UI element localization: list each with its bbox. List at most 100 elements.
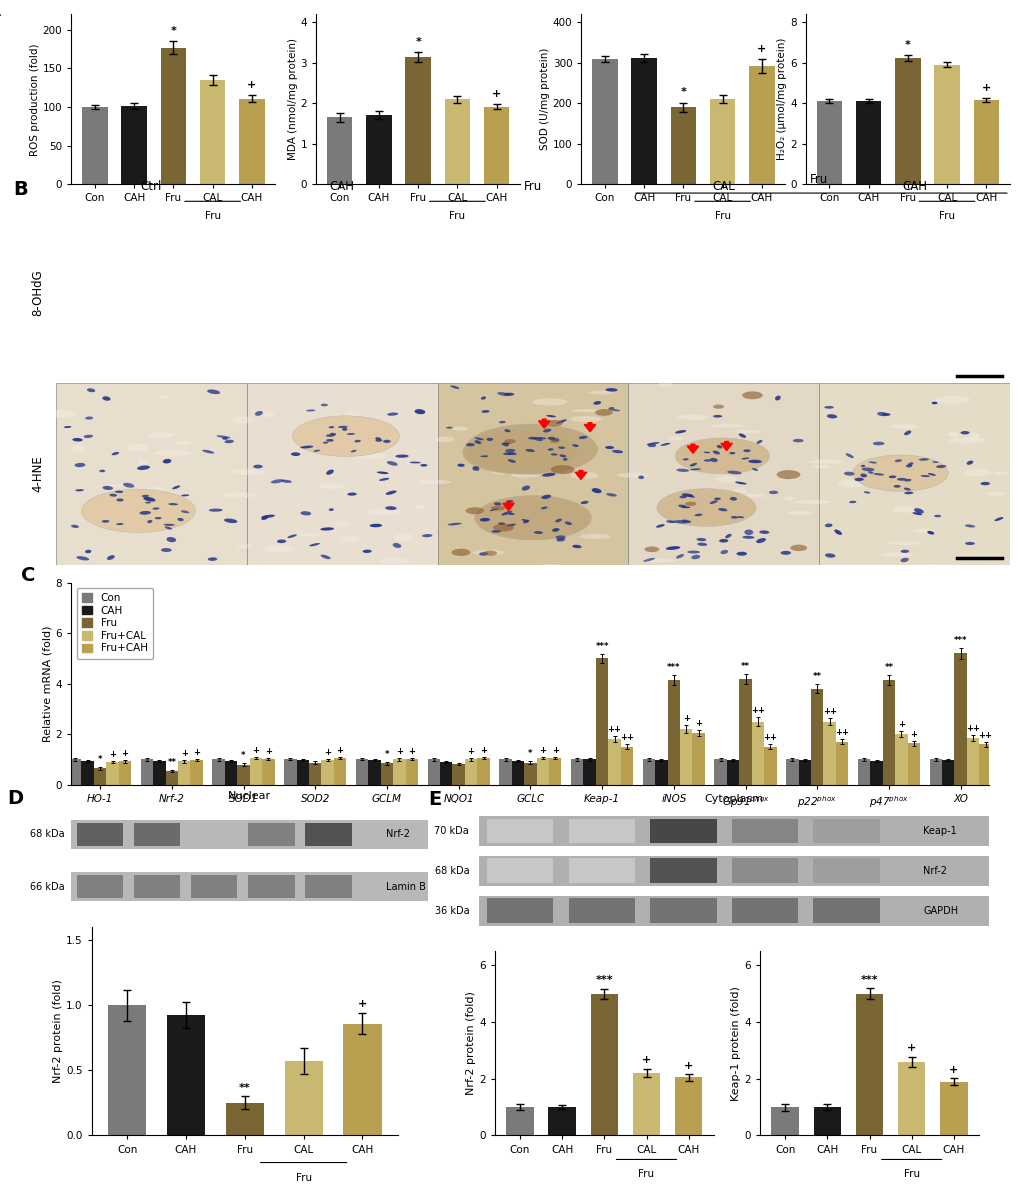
Ellipse shape	[803, 605, 834, 608]
Ellipse shape	[163, 524, 174, 526]
Ellipse shape	[921, 564, 943, 568]
Ellipse shape	[323, 441, 328, 443]
Ellipse shape	[898, 611, 931, 615]
Ellipse shape	[884, 713, 895, 718]
Bar	[642, 760, 654, 785]
Ellipse shape	[75, 730, 82, 734]
Ellipse shape	[521, 485, 530, 491]
Ellipse shape	[320, 528, 333, 530]
Text: CAH: CAH	[329, 180, 355, 193]
Ellipse shape	[572, 623, 580, 625]
Ellipse shape	[334, 521, 350, 528]
Ellipse shape	[521, 518, 528, 522]
Circle shape	[594, 409, 612, 416]
Ellipse shape	[780, 551, 791, 555]
Text: **: **	[812, 672, 821, 681]
Ellipse shape	[96, 717, 110, 721]
Ellipse shape	[979, 482, 989, 485]
Text: +: +	[480, 746, 486, 755]
Ellipse shape	[947, 717, 972, 723]
Bar	[248, 823, 294, 845]
Ellipse shape	[115, 491, 123, 493]
Ellipse shape	[550, 611, 571, 619]
Ellipse shape	[313, 449, 320, 452]
Text: 66 kDa: 66 kDa	[30, 881, 64, 892]
Ellipse shape	[111, 452, 119, 455]
Ellipse shape	[730, 497, 737, 501]
Circle shape	[474, 496, 591, 540]
Text: CAL: CAL	[711, 180, 735, 193]
Bar	[569, 818, 634, 843]
Ellipse shape	[253, 584, 261, 586]
Ellipse shape	[956, 724, 966, 729]
Circle shape	[685, 502, 696, 505]
Ellipse shape	[376, 642, 382, 644]
Ellipse shape	[356, 577, 365, 581]
Ellipse shape	[731, 516, 738, 518]
Ellipse shape	[145, 502, 151, 503]
Ellipse shape	[883, 669, 890, 672]
Ellipse shape	[379, 478, 389, 480]
Ellipse shape	[180, 635, 192, 638]
Bar	[437, 383, 628, 565]
Ellipse shape	[172, 485, 180, 490]
Ellipse shape	[780, 691, 789, 692]
Ellipse shape	[195, 712, 227, 717]
Ellipse shape	[594, 674, 603, 679]
Bar	[452, 763, 465, 785]
Ellipse shape	[380, 558, 408, 565]
Bar	[732, 899, 797, 924]
Ellipse shape	[892, 507, 916, 512]
Ellipse shape	[711, 578, 732, 581]
Ellipse shape	[523, 520, 529, 523]
Circle shape	[451, 548, 470, 556]
Text: +: +	[265, 747, 272, 756]
Ellipse shape	[932, 396, 970, 403]
Ellipse shape	[168, 503, 178, 505]
Bar	[857, 760, 869, 785]
Ellipse shape	[899, 633, 907, 635]
Ellipse shape	[294, 660, 305, 663]
Text: C: C	[21, 566, 36, 585]
Ellipse shape	[116, 523, 123, 526]
Circle shape	[675, 438, 768, 473]
Ellipse shape	[749, 682, 760, 685]
Ellipse shape	[155, 449, 191, 457]
Text: +: +	[684, 1061, 693, 1070]
Ellipse shape	[480, 396, 485, 400]
Circle shape	[669, 709, 693, 717]
Ellipse shape	[147, 486, 164, 493]
Ellipse shape	[591, 489, 601, 493]
Ellipse shape	[792, 439, 803, 442]
Ellipse shape	[534, 631, 547, 635]
Ellipse shape	[559, 729, 585, 732]
Ellipse shape	[779, 572, 789, 574]
Ellipse shape	[178, 667, 192, 671]
Ellipse shape	[532, 398, 567, 405]
Ellipse shape	[396, 693, 403, 696]
Ellipse shape	[923, 656, 930, 659]
Ellipse shape	[306, 734, 314, 736]
Bar	[333, 759, 346, 785]
Ellipse shape	[116, 640, 123, 643]
Y-axis label: Relative mRNA (fold): Relative mRNA (fold)	[43, 625, 53, 742]
Bar	[191, 760, 203, 785]
FancyArrow shape	[502, 502, 514, 510]
Ellipse shape	[182, 698, 192, 703]
Text: +: +	[408, 747, 415, 756]
Ellipse shape	[222, 438, 227, 440]
Text: +: +	[324, 748, 331, 757]
Ellipse shape	[985, 625, 996, 628]
Ellipse shape	[861, 467, 873, 471]
Ellipse shape	[504, 449, 515, 452]
Ellipse shape	[769, 668, 782, 672]
Ellipse shape	[253, 465, 263, 468]
Ellipse shape	[896, 478, 906, 480]
Ellipse shape	[694, 686, 700, 690]
Ellipse shape	[405, 591, 414, 594]
Ellipse shape	[123, 594, 133, 598]
Bar	[895, 58, 920, 184]
Ellipse shape	[520, 637, 527, 640]
Bar	[191, 875, 237, 898]
Text: +: +	[539, 746, 546, 755]
